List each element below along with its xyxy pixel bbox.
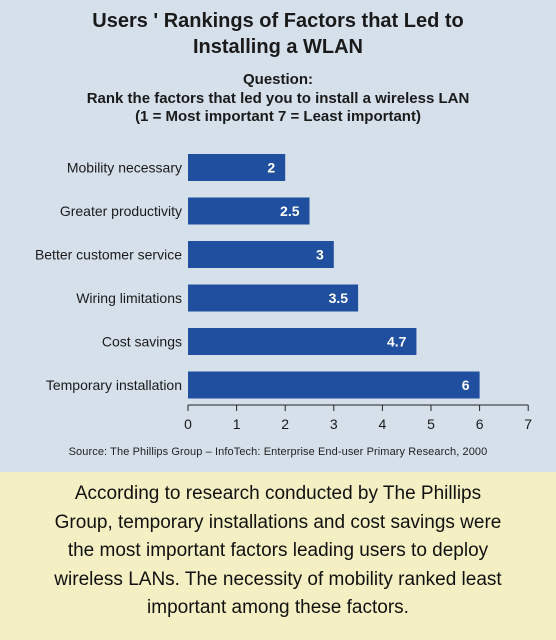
question-scale: (1 = Most important 7 = Least important): [135, 108, 421, 125]
bar-value-label: 2.5: [280, 203, 300, 219]
chart-title-line-2: Installing a WLAN: [193, 36, 363, 58]
bar: [188, 241, 334, 268]
caption-line-3: the most important factors leading users…: [67, 540, 489, 561]
caption-line-4: wireless LANs. The necessity of mobility…: [54, 568, 502, 590]
question-heading: Question:: [243, 71, 313, 88]
bar-chart: Mobility necessary 2 Greater productivity 2…: [35, 154, 532, 432]
caption-line-2: Group, temporary installations and cost …: [54, 511, 502, 533]
category-label: Greater productivity: [60, 203, 182, 219]
x-tick-label: 6: [476, 416, 484, 432]
bar-value-label: 4.7: [387, 334, 407, 350]
x-tick-label: 3: [330, 416, 338, 432]
bar-value-label: 3.5: [329, 290, 349, 306]
chart-title-line-1: Users ' Rankings of Factors that Led to: [92, 10, 464, 32]
bar: [188, 197, 310, 225]
x-tick-label: 2: [281, 416, 289, 432]
x-tick-label: 5: [427, 416, 435, 432]
bar: [188, 328, 417, 355]
x-tick-label: 1: [233, 416, 241, 432]
category-label: Better customer service: [35, 247, 182, 263]
bar-value-label: 3: [316, 247, 324, 263]
x-tick-label: 0: [184, 416, 192, 432]
bar: [188, 154, 286, 181]
x-tick-label: 7: [524, 416, 532, 432]
x-tick-label: 4: [379, 416, 387, 432]
category-label: Wiring limitations: [76, 290, 182, 306]
bar: [188, 284, 359, 312]
question-text: Rank the factors that led you to install…: [86, 90, 470, 107]
category-label: Cost savings: [102, 334, 182, 350]
chart-panel: Users ' Rankings of Factors that Led to …: [0, 0, 556, 472]
bar-value-label: 6: [462, 377, 470, 393]
caption-line-5: important among these factors.: [147, 597, 409, 618]
bar-value-label: 2: [267, 160, 275, 176]
caption: According to research conducted by The P…: [0, 480, 556, 623]
category-label: Temporary installation: [46, 377, 182, 393]
bar: [188, 371, 480, 399]
caption-line-1: According to research conducted by The P…: [74, 483, 482, 504]
category-label: Mobility necessary: [67, 160, 182, 176]
source-note: Source: The Phillips Group – InfoTech: E…: [68, 446, 488, 458]
